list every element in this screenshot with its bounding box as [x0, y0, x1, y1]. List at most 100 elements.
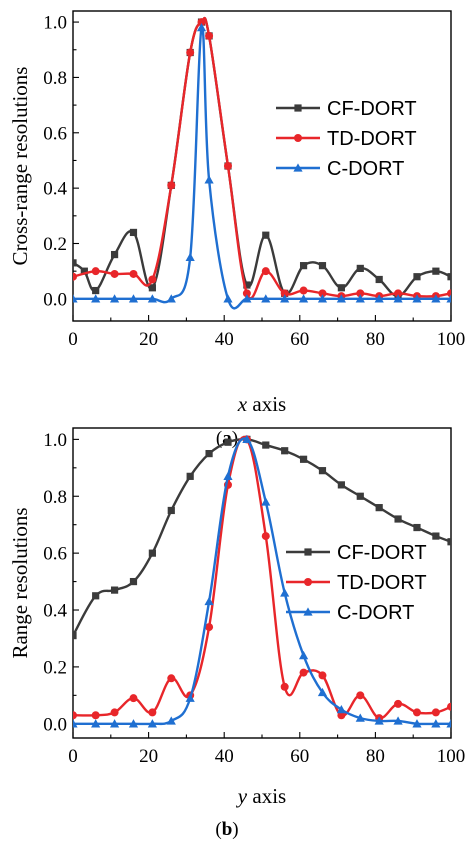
y-axis-title: Range resolutions: [8, 507, 32, 658]
y-tick-label: 0.4: [43, 179, 67, 200]
data-point-td-dort: [148, 275, 157, 284]
data-point-c-dort: [261, 294, 271, 303]
data-point-cf-dort: [318, 262, 327, 270]
x-tick-label: 100: [437, 746, 466, 767]
panel-caption-letter: a: [222, 428, 232, 449]
data-point-cf-dort: [337, 284, 345, 292]
data-point-td-dort: [447, 702, 451, 711]
data-point-c-dort: [336, 704, 346, 714]
data-point-cf-dort: [432, 532, 440, 540]
legend-marker: [293, 163, 303, 172]
data-point-cf-dort: [148, 284, 156, 292]
data-point-td-dort: [261, 532, 270, 541]
data-point-c-dort: [185, 252, 195, 262]
data-point-c-dort: [204, 596, 214, 606]
data-point-cf-dort: [337, 481, 345, 489]
data-point-td-dort: [91, 711, 100, 720]
data-point-cf-dort: [186, 472, 194, 480]
data-point-cf-dort: [413, 523, 421, 532]
x-axis-title-variable: y: [236, 784, 248, 808]
panel-caption-open: (: [216, 428, 222, 449]
data-point-td-dort: [356, 691, 365, 700]
data-point-c-dort: [261, 497, 271, 506]
data-point-td-dort: [394, 699, 403, 708]
y-tick-label: 0.0: [43, 714, 67, 735]
y-tick-label: 0.6: [43, 544, 67, 565]
data-point-c-dort: [147, 294, 157, 303]
series-c-dort: [73, 23, 451, 310]
data-point-c-dort: [91, 294, 101, 303]
data-point-cf-dort: [129, 577, 138, 586]
y-tick-label: 0.4: [43, 601, 67, 622]
x-tick-label: 80: [366, 746, 385, 767]
data-point-c-dort: [147, 719, 157, 728]
x-axis-title: x axis: [237, 392, 286, 416]
data-point-cf-dort: [413, 273, 421, 281]
legend-item: C-DORT: [276, 158, 404, 180]
x-tick-label: 40: [215, 746, 234, 767]
data-point-c-dort: [412, 719, 422, 728]
x-tick-label: 60: [290, 329, 309, 350]
data-point-c-dort: [73, 294, 78, 303]
panel-caption-close: ): [232, 819, 238, 840]
data-point-cf-dort: [299, 455, 308, 463]
x-axis-title-variable: x: [237, 392, 248, 416]
data-point-td-dort: [299, 286, 308, 295]
y-tick-label: 0.2: [43, 234, 67, 255]
x-axis-title-rest: axis: [247, 392, 286, 416]
legend-label: C-DORT: [327, 158, 404, 180]
data-point-c-dort: [374, 716, 384, 725]
data-point-cf-dort: [318, 467, 327, 475]
data-point-td-dort: [186, 48, 195, 57]
chart-panel-b: 0 20 40 60 80 100 0.0 0.2 0.4 0.6 0.8 1.0 y axis Rang…: [8, 427, 466, 840]
data-point-c-dort: [298, 650, 309, 660]
data-point-cf-dort: [167, 506, 175, 515]
series-line-c-dort: [73, 437, 451, 726]
x-tick-label: 100: [437, 329, 466, 350]
data-point-c-dort: [412, 294, 422, 303]
data-point-c-dort: [393, 716, 403, 725]
x-tick-label: 40: [215, 329, 234, 350]
data-point-c-dort: [374, 294, 384, 303]
data-point-td-dort: [197, 18, 206, 27]
data-point-c-dort: [242, 294, 252, 303]
data-point-td-dort: [129, 694, 138, 703]
y-axis-title: Cross-range resolutions: [8, 67, 32, 266]
data-point-cf-dort: [447, 273, 451, 281]
data-point-td-dort: [223, 162, 232, 170]
x-tick-label: 0: [68, 329, 78, 350]
chart-panel-a: 0 20 40 60 80 100 0.0 0.2 0.4 0.6 0.8 1.0 x axis Cros…: [8, 10, 466, 449]
data-point-c-dort: [298, 294, 309, 303]
data-point-td-dort: [205, 31, 214, 40]
data-point-td-dort: [261, 267, 270, 276]
data-point-td-dort: [167, 181, 176, 190]
legend-marker: [303, 607, 313, 616]
data-point-cf-dort: [432, 267, 440, 275]
data-point-c-dort: [128, 719, 139, 728]
data-point-c-dort: [109, 719, 120, 728]
data-point-c-dort: [73, 719, 78, 728]
x-tick-label: 20: [139, 329, 158, 350]
data-point-c-dort: [280, 294, 290, 303]
data-point-cf-dort: [224, 438, 232, 446]
series-td-dort: [73, 16, 451, 301]
data-point-td-dort: [205, 623, 214, 632]
y-tick-label: 0.0: [43, 289, 67, 310]
data-point-td-dort: [110, 708, 119, 717]
y-tick-label: 0.2: [43, 657, 67, 678]
legend-item: CF-DORT: [286, 542, 427, 564]
data-point-cf-dort: [80, 267, 88, 275]
panel-caption: (a): [216, 428, 238, 449]
legend-item: C-DORT: [286, 602, 414, 624]
data-point-c-dort: [196, 23, 207, 32]
data-point-td-dort: [280, 682, 289, 691]
legend-marker: [294, 104, 302, 112]
data-point-td-dort: [447, 289, 451, 298]
data-point-cf-dort: [447, 538, 451, 546]
data-point-cf-dort: [356, 492, 364, 500]
legend-label: C-DORT: [337, 602, 414, 624]
data-point-td-dort: [148, 708, 157, 717]
data-point-c-dort: [446, 719, 451, 728]
y-tick-label: 0.8: [43, 487, 67, 508]
